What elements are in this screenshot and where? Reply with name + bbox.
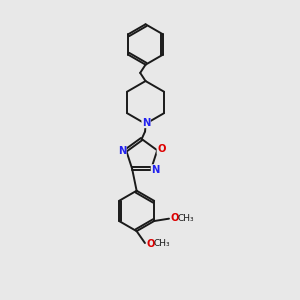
Text: CH₃: CH₃ [177, 214, 194, 223]
Text: N: N [142, 118, 150, 128]
Text: O: O [170, 213, 179, 223]
Text: O: O [146, 238, 154, 249]
Text: CH₃: CH₃ [153, 239, 170, 248]
Text: O: O [157, 144, 166, 154]
Text: N: N [151, 165, 160, 175]
Text: N: N [118, 146, 126, 157]
